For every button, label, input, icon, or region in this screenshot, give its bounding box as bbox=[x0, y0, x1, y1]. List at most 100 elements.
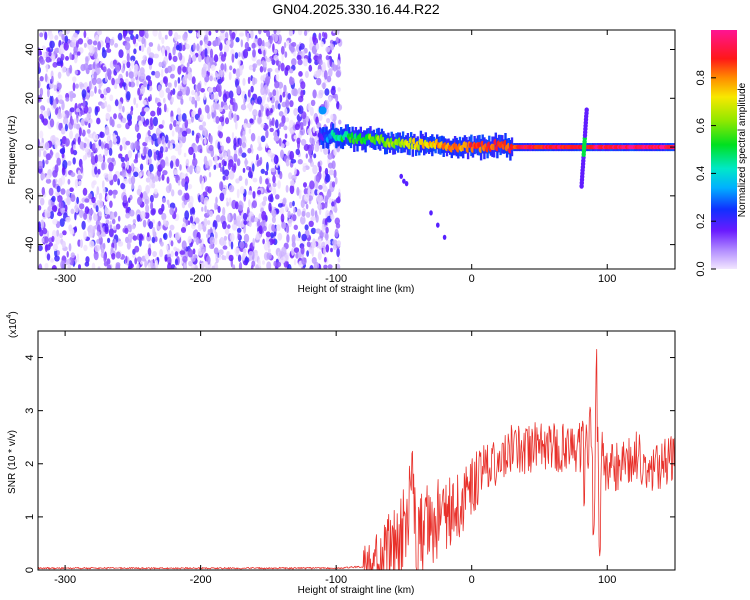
noise-blob bbox=[85, 56, 89, 66]
noise-blob bbox=[120, 182, 126, 190]
snr-x-axis-label: Height of straight line (km) bbox=[298, 585, 415, 596]
y-tick-label: 20 bbox=[24, 92, 36, 104]
noise-blob bbox=[247, 216, 251, 222]
noise-blob bbox=[132, 219, 137, 224]
noise-blob bbox=[187, 235, 192, 244]
noise-blob bbox=[159, 89, 165, 99]
noise-blob bbox=[197, 107, 202, 117]
noise-blob bbox=[52, 243, 58, 252]
noise-blob bbox=[236, 158, 241, 167]
noise-blob bbox=[327, 264, 333, 269]
noise-blob bbox=[69, 256, 75, 266]
noise-blob bbox=[264, 41, 270, 47]
noise-blob bbox=[310, 216, 316, 222]
noise-blob bbox=[325, 226, 329, 234]
noise-blob bbox=[215, 37, 221, 47]
noise-blob bbox=[214, 238, 218, 245]
noise-blob bbox=[77, 51, 81, 56]
noise-blob bbox=[307, 188, 311, 196]
noise-blob bbox=[242, 49, 249, 59]
noise-blob bbox=[209, 136, 213, 145]
noise-blob bbox=[56, 229, 60, 237]
noise-blob bbox=[314, 189, 319, 196]
noise-blob bbox=[126, 61, 131, 69]
noise-blob bbox=[171, 96, 174, 103]
noise-blob bbox=[54, 255, 60, 262]
noise-blob bbox=[247, 147, 252, 154]
noise-blob bbox=[225, 136, 231, 144]
noise-blob bbox=[44, 236, 49, 244]
noise-blob bbox=[56, 82, 62, 91]
noise-blob bbox=[161, 47, 165, 57]
colorbar-tick-label: 0.4 bbox=[695, 166, 707, 181]
noise-blob bbox=[65, 216, 71, 223]
noise-blob bbox=[233, 152, 238, 163]
noise-blob bbox=[311, 247, 315, 257]
noise-blob bbox=[192, 157, 198, 167]
noise-blob bbox=[134, 245, 140, 253]
noise-blob bbox=[225, 197, 229, 202]
noise-blob bbox=[85, 256, 90, 264]
noise-blob bbox=[273, 49, 278, 55]
noise-blob bbox=[218, 162, 222, 168]
noise-blob bbox=[185, 158, 190, 167]
noise-blob bbox=[234, 52, 239, 59]
noise-blob bbox=[191, 89, 195, 96]
noise-blob bbox=[88, 45, 93, 54]
noise-blob bbox=[121, 67, 125, 74]
noise-blob bbox=[293, 247, 300, 254]
noise-blob bbox=[129, 209, 135, 217]
noise-blob bbox=[289, 201, 293, 209]
noise-blob bbox=[171, 189, 175, 197]
noise-blob bbox=[275, 30, 281, 34]
noise-blob bbox=[108, 189, 113, 196]
noise-blob bbox=[154, 70, 161, 79]
noise-blob bbox=[108, 162, 114, 172]
noise-blob bbox=[104, 147, 109, 157]
noise-blob bbox=[262, 196, 268, 202]
noise-blob bbox=[91, 262, 96, 269]
snr-scale-factor: (x104) bbox=[6, 311, 19, 338]
noise-blob bbox=[212, 86, 217, 93]
noise-blob bbox=[225, 40, 231, 46]
noise-blob bbox=[181, 240, 187, 250]
noise-blob bbox=[252, 109, 258, 117]
noise-blob bbox=[75, 123, 81, 130]
noise-blob bbox=[219, 192, 225, 202]
noise-blob bbox=[98, 83, 102, 89]
noise-blob bbox=[256, 59, 262, 66]
noise-blob bbox=[231, 132, 235, 140]
noise-blob bbox=[183, 152, 187, 158]
noise-blob bbox=[149, 173, 155, 180]
noise-blob bbox=[291, 247, 295, 256]
noise-blob bbox=[203, 92, 206, 101]
noise-blob bbox=[222, 93, 228, 103]
noise-blob bbox=[220, 63, 225, 71]
noise-blob bbox=[188, 30, 193, 34]
noise-blob bbox=[148, 163, 154, 173]
noise-blob bbox=[57, 195, 63, 203]
noise-blob bbox=[84, 206, 90, 214]
noise-blob bbox=[237, 233, 240, 240]
snr-y-axis-label: SNR (10 * v/v) bbox=[7, 430, 18, 494]
noise-blob bbox=[233, 213, 237, 221]
noise-blob bbox=[220, 167, 223, 172]
noise-blob bbox=[260, 86, 265, 96]
noise-blob bbox=[170, 89, 173, 96]
noise-blob bbox=[238, 138, 242, 147]
noise-blob bbox=[309, 106, 314, 116]
noise-blob bbox=[187, 66, 191, 73]
noise-blob bbox=[100, 248, 105, 253]
noise-blob bbox=[126, 53, 130, 63]
noise-blob bbox=[59, 218, 65, 227]
noise-blob bbox=[78, 180, 82, 187]
noise-blob bbox=[58, 122, 63, 131]
noise-blob bbox=[219, 238, 222, 245]
noise-blob bbox=[86, 129, 91, 134]
noise-blob bbox=[45, 56, 51, 63]
noise-blob bbox=[182, 66, 187, 73]
noise-blob bbox=[122, 178, 129, 185]
noise-blob bbox=[202, 127, 207, 136]
noise-blob bbox=[94, 106, 99, 116]
noise-blob bbox=[185, 43, 190, 50]
